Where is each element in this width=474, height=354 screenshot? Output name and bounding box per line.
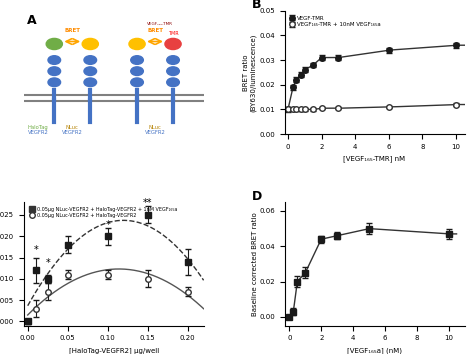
Circle shape bbox=[165, 39, 181, 50]
Text: *: * bbox=[46, 258, 50, 268]
X-axis label: [HaloTag-VEGFR2] μg/well: [HaloTag-VEGFR2] μg/well bbox=[69, 347, 159, 354]
Circle shape bbox=[131, 56, 143, 64]
Text: D: D bbox=[252, 190, 263, 202]
X-axis label: [VEGF₁₆₅a] (nM): [VEGF₁₆₅a] (nM) bbox=[347, 347, 402, 354]
Circle shape bbox=[131, 78, 143, 87]
Circle shape bbox=[84, 67, 97, 75]
Legend: VEGF-TMR, VEGF₁₆₅-TMR + 10nM VEGF₁₆₅a: VEGF-TMR, VEGF₁₆₅-TMR + 10nM VEGF₁₆₅a bbox=[287, 13, 383, 29]
Text: VEGF₁₆₅-TMR: VEGF₁₆₅-TMR bbox=[147, 22, 173, 27]
Text: **: ** bbox=[143, 198, 153, 209]
Circle shape bbox=[48, 78, 61, 87]
Text: TMR: TMR bbox=[168, 32, 178, 36]
Text: VEGFR2: VEGFR2 bbox=[145, 130, 165, 135]
Text: VEGFR2: VEGFR2 bbox=[62, 130, 83, 135]
Text: NLuc: NLuc bbox=[149, 125, 162, 130]
Text: BRET: BRET bbox=[147, 28, 163, 33]
Y-axis label: Baseline corrected BRET ratio: Baseline corrected BRET ratio bbox=[252, 212, 258, 316]
Y-axis label: BRET ratio
(BY630/luminescence): BRET ratio (BY630/luminescence) bbox=[243, 33, 256, 112]
Text: *: * bbox=[105, 220, 110, 230]
Text: HaloTag: HaloTag bbox=[27, 125, 48, 130]
Text: A: A bbox=[27, 14, 37, 27]
Circle shape bbox=[48, 67, 61, 75]
Circle shape bbox=[167, 78, 179, 87]
Circle shape bbox=[167, 67, 179, 75]
Circle shape bbox=[84, 56, 97, 64]
Circle shape bbox=[167, 56, 179, 64]
Text: B: B bbox=[252, 0, 262, 11]
Text: NLuc: NLuc bbox=[66, 125, 79, 130]
Circle shape bbox=[46, 39, 63, 50]
Circle shape bbox=[131, 67, 143, 75]
Text: VEGFR2: VEGFR2 bbox=[27, 130, 48, 135]
Circle shape bbox=[129, 39, 145, 50]
Circle shape bbox=[84, 78, 97, 87]
Text: *: * bbox=[33, 245, 38, 255]
Legend: 0.05μg NLuc-VEGFR2 + HaloTag-VEGFR2 + 1nM VEGF₁₆₅a, 0.05μg NLuc-VEGFR2 + HaloTag: 0.05μg NLuc-VEGFR2 + HaloTag-VEGFR2 + 1n… bbox=[26, 205, 179, 220]
Circle shape bbox=[82, 39, 99, 50]
Text: BRET: BRET bbox=[64, 28, 80, 33]
Circle shape bbox=[48, 56, 61, 64]
X-axis label: [VEGF₁₆₅-TMR] nM: [VEGF₁₆₅-TMR] nM bbox=[344, 155, 406, 162]
